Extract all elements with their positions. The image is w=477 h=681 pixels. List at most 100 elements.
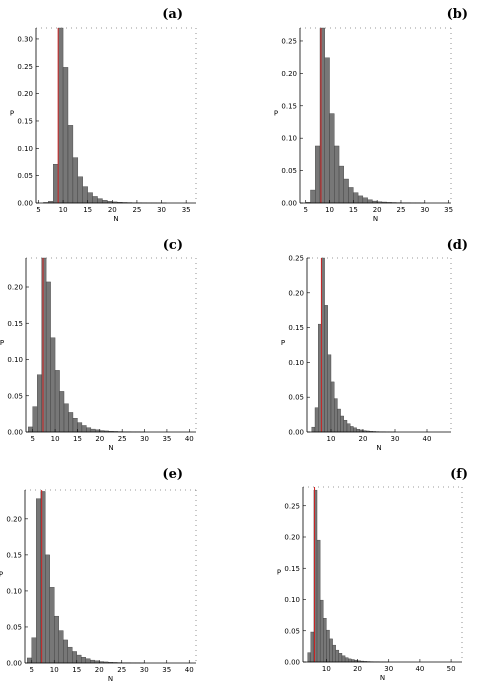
panel-label: (f) (450, 467, 468, 482)
x-tick-label: 20 (353, 665, 362, 673)
y-tick-label: 0.30 (17, 35, 33, 43)
x-tick-label: 25 (132, 206, 141, 214)
histogram-bar (58, 630, 64, 664)
y-tick-label: 0.15 (281, 102, 297, 110)
histogram-bar (353, 192, 359, 204)
chart-panel-4: (d) 10 20 30 40 0.00 0.05 0.10 0.15 0.20 0.25 N P (281, 238, 468, 452)
x-tick-label: 40 (185, 666, 194, 674)
histogram-bar (338, 653, 343, 663)
x-tick-label: 15 (72, 666, 81, 674)
x-tick-label: 30 (157, 206, 166, 214)
x-tick-label: 35 (162, 666, 171, 674)
x-tick-label: 30 (384, 665, 393, 673)
x-tick-label: 25 (118, 435, 127, 443)
histogram-bar (54, 370, 60, 433)
histogram-bar (85, 658, 91, 664)
x-tick-label: 30 (391, 435, 400, 443)
y-tick-label: 0.05 (284, 627, 300, 635)
x-tick-label: 15 (83, 206, 92, 214)
x-tick-label: 40 (415, 665, 424, 673)
histogram-bar (62, 67, 69, 204)
panel-label: (c) (163, 238, 183, 253)
histogram-bar (314, 407, 319, 433)
y-tick-label: 0.05 (281, 167, 297, 175)
histogram-bar (334, 398, 338, 433)
y-tick-label: 0.10 (284, 596, 300, 604)
x-tick-label: 20 (108, 206, 117, 214)
histogram-bar (81, 657, 86, 664)
x-tick-label: 10 (51, 435, 60, 443)
y-tick-label: 0.20 (288, 289, 304, 297)
y-tick-label: 0.05 (6, 623, 22, 631)
histogram-bar (348, 187, 354, 204)
histogram-bar (59, 391, 65, 433)
histogram-bar (311, 426, 316, 433)
y-tick-label: 0.00 (7, 429, 23, 437)
y-axis-label: P (0, 571, 3, 579)
histogram-bar (77, 422, 83, 433)
histogram-bar (343, 419, 348, 433)
histogram-bar (356, 429, 360, 433)
x-tick-label: 5 (30, 435, 34, 443)
y-tick-label: 0.10 (7, 356, 23, 364)
y-tick-label: 0.15 (288, 324, 304, 332)
histogram-bar (327, 354, 332, 433)
histogram-bar (348, 658, 352, 663)
y-tick-label: 0.05 (288, 394, 304, 402)
histogram-bar (27, 657, 32, 664)
histogram-bar (323, 618, 327, 663)
x-tick-label: 15 (73, 435, 82, 443)
histogram-bar (326, 629, 330, 663)
x-tick-label: 30 (140, 435, 149, 443)
y-axis-label: P (274, 110, 278, 118)
x-axis-label: N (373, 215, 378, 223)
histogram-bar (67, 646, 73, 664)
y-tick-label: 0.00 (281, 200, 297, 208)
y-tick-label: 0.15 (7, 320, 23, 328)
y-tick-label: 0.10 (288, 359, 304, 367)
histogram-bar (315, 145, 321, 204)
y-tick-label: 0.25 (284, 502, 300, 510)
y-tick-label: 0.20 (284, 534, 300, 542)
histogram-bar (343, 178, 349, 204)
y-tick-label: 0.10 (6, 587, 22, 595)
histogram-bar (76, 654, 82, 664)
histogram-bar (90, 428, 96, 433)
histogram-bar (362, 197, 368, 204)
histogram-bar (344, 657, 349, 663)
y-tick-label: 0.20 (6, 515, 22, 523)
y-tick-label: 0.10 (281, 135, 297, 143)
histogram-bar (341, 655, 346, 663)
y-tick-label: 0.15 (6, 551, 22, 559)
x-tick-label: 15 (349, 206, 358, 214)
y-axis-label: P (277, 569, 281, 577)
histogram-bar (334, 145, 340, 204)
x-tick-label: 25 (397, 206, 406, 214)
histogram-bar (37, 374, 42, 433)
y-tick-label: 0.00 (288, 429, 304, 437)
histogram-bar (337, 408, 341, 433)
y-tick-label: 0.05 (17, 172, 33, 180)
chart-panel-2: (b) 5 10 15 20 25 30 35 0.00 0.05 0.10 0.15 0.20 0.25… (274, 7, 468, 223)
x-tick-label: 30 (140, 666, 149, 674)
histogram-bar (54, 615, 59, 664)
histogram-bar (92, 196, 98, 204)
y-tick-label: 0.25 (288, 255, 304, 263)
histogram-bar (329, 113, 335, 204)
x-tick-label: 20 (359, 435, 368, 443)
histogram-bar (72, 157, 79, 204)
y-tick-label: 0.00 (284, 659, 300, 667)
histogram-bar (63, 639, 68, 664)
x-axis-label: N (380, 674, 385, 681)
histogram-bar (45, 281, 51, 433)
histogram-bar (367, 199, 373, 204)
x-tick-label: 20 (95, 666, 104, 674)
y-tick-label: 0.20 (7, 284, 23, 292)
histogram-bar (49, 587, 55, 664)
histogram-bar (53, 163, 59, 204)
histogram-bar (316, 539, 321, 663)
x-tick-label: 35 (444, 206, 453, 214)
histogram-bar (77, 176, 83, 204)
x-tick-label: 10 (327, 435, 336, 443)
